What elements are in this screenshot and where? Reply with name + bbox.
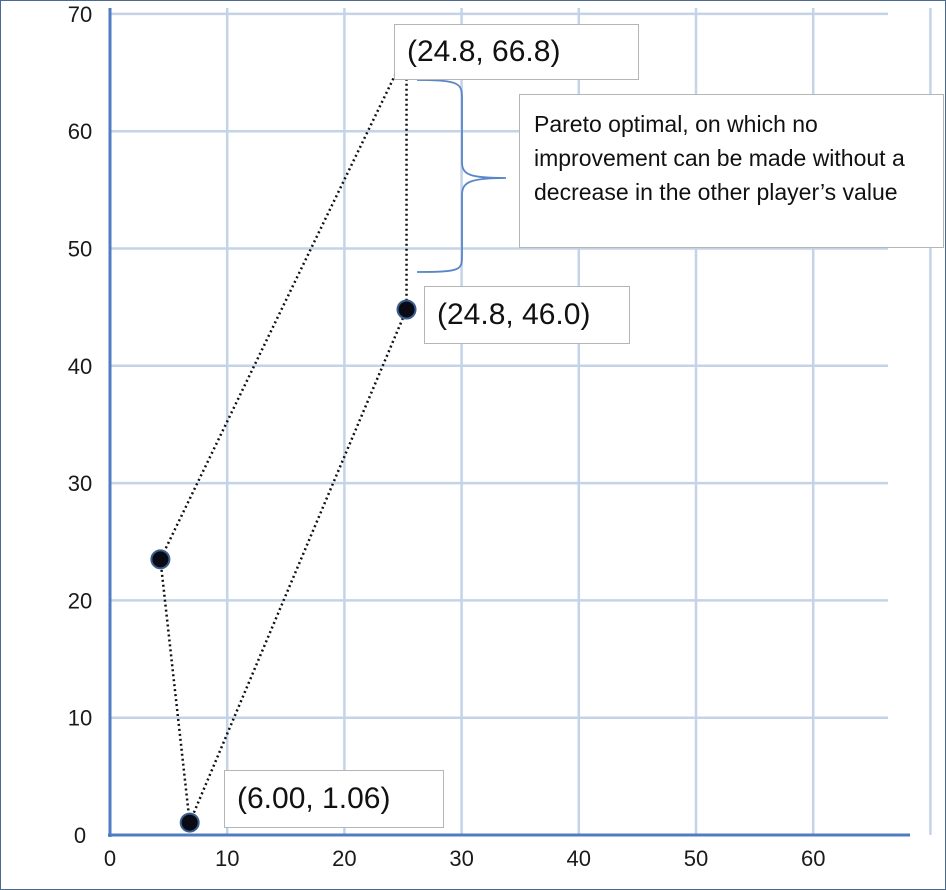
x-tick-60: 60 [801,846,825,871]
horizontal-gridlines [110,12,888,719]
data-points [150,299,417,833]
x-tick-10: 10 [215,846,239,871]
point-label-top: (24.8, 66.8) [394,24,639,80]
x-tick-30: 30 [449,846,473,871]
feasible-region-outline [159,50,408,828]
y-tick-20: 20 [68,588,92,613]
data-point-2 [179,812,200,833]
x-tick-0: 0 [104,846,116,871]
y-tick-10: 10 [68,706,92,731]
y-tick-60: 60 [68,119,92,144]
x-tick-labels: 0 10 20 30 40 50 60 [104,846,826,871]
x-tick-40: 40 [567,846,591,871]
y-tick-0: 0 [74,823,86,848]
data-point-1 [150,549,171,570]
y-tick-30: 30 [68,471,92,496]
point-label-bottom: (6.00, 1.06) [224,770,444,828]
y-tick-labels: 0 10 20 30 40 50 60 70 [68,2,92,848]
pareto-annotation: Pareto optimal, on which no improvement … [519,94,944,248]
x-tick-20: 20 [332,846,356,871]
point-label-middle: (24.8, 46.0) [424,286,630,344]
y-tick-50: 50 [68,237,92,262]
x-tick-50: 50 [684,846,708,871]
pareto-brace [416,79,507,273]
data-point-3 [396,299,417,320]
y-tick-40: 40 [68,354,92,379]
y-tick-70: 70 [68,2,92,27]
